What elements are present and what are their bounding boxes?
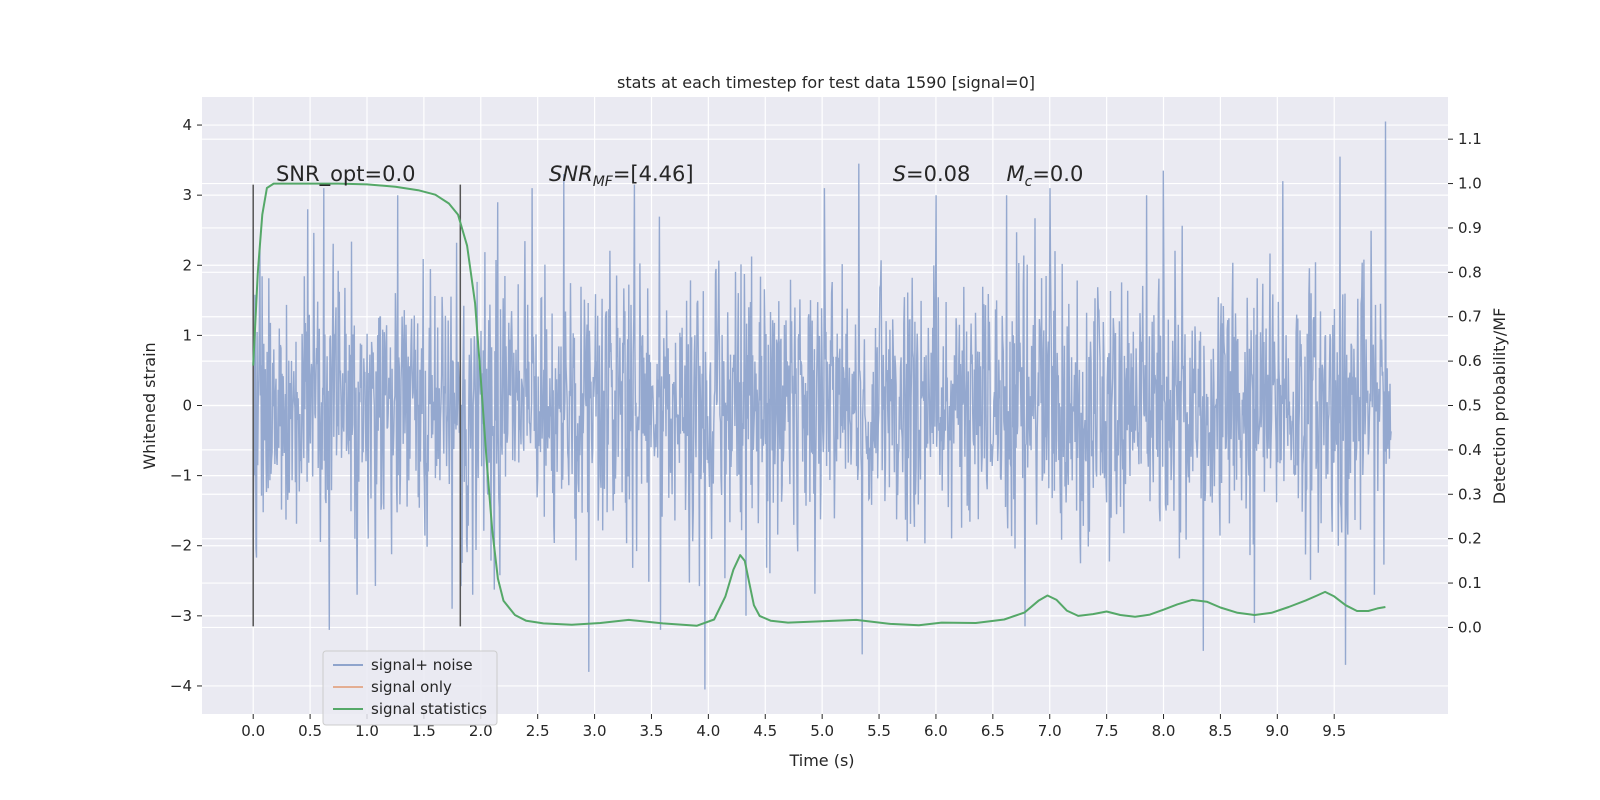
y-tick-label-3: 1 xyxy=(182,326,192,344)
annotation-snr-opt: SNR_opt=0.0 xyxy=(276,162,416,187)
y2-tick-label-1: 1.0 xyxy=(1458,175,1482,193)
y-tick-label-1: 3 xyxy=(182,186,192,204)
y2-tick-label-9: 0.2 xyxy=(1458,530,1482,548)
x-tick-label-4: 2.0 xyxy=(469,722,493,740)
y2-axis-ticks: 1.1 1.0 0.9 0.8 0.7 0.6 0.5 0.4 0.3 0.2 0.1 0.0 xyxy=(1448,130,1482,636)
y2-tick-label-3: 0.8 xyxy=(1458,263,1482,281)
y2-tick-label-0: 1.1 xyxy=(1458,130,1482,148)
y2-axis-label: Detection probability/MF xyxy=(1490,308,1509,505)
legend-label-0: signal+ noise xyxy=(371,656,473,674)
x-tick-label-2: 1.0 xyxy=(355,722,379,740)
annotation-s-value: S=0.08 xyxy=(893,162,971,186)
x-tick-label-15: 7.5 xyxy=(1095,722,1119,740)
x-tick-label-0: 0.0 xyxy=(241,722,265,740)
legend: signal+ noise signal only signal statistic… xyxy=(322,650,498,726)
y2-tick-label-2: 0.9 xyxy=(1458,219,1482,237)
y-tick-label-4: 0 xyxy=(182,397,192,415)
legend-label-2: signal statistics xyxy=(371,700,487,718)
legend-box xyxy=(322,650,498,726)
x-tick-label-5: 2.5 xyxy=(526,722,550,740)
y2-tick-label-4: 0.7 xyxy=(1458,308,1482,326)
y-axis-label: Whitened strain xyxy=(140,342,159,469)
x-tick-label-14: 7.0 xyxy=(1038,722,1062,740)
y-axis-ticks: 4 3 2 1 0 −1 −2 −3 −4 xyxy=(170,116,202,695)
x-tick-label-3: 1.5 xyxy=(412,722,436,740)
x-tick-label-7: 3.5 xyxy=(640,722,664,740)
y-tick-label-2: 2 xyxy=(182,256,192,274)
statistics-curve xyxy=(252,182,1386,627)
x-axis-label: Time (s) xyxy=(788,751,854,770)
y-tick-label-6: −2 xyxy=(170,537,192,555)
x-tick-label-9: 4.5 xyxy=(753,722,777,740)
x-tick-label-16: 8.0 xyxy=(1152,722,1176,740)
noise-trace xyxy=(252,121,1392,690)
x-axis-ticks: 0.0 0.5 1.0 1.5 2.0 2.5 3.0 3.5 4.0 4.5 5.0 5.5 6.0 6… xyxy=(241,714,1346,740)
annotation-mc-value: Mc=0.0 xyxy=(1006,162,1083,190)
annotation-snr-mf: SNRMF=[4.46] xyxy=(549,162,694,190)
x-tick-label-17: 8.5 xyxy=(1208,722,1232,740)
y2-tick-label-6: 0.5 xyxy=(1458,397,1482,415)
y2-tick-label-10: 0.1 xyxy=(1458,574,1482,592)
y2-tick-label-7: 0.4 xyxy=(1458,441,1482,459)
x-tick-label-12: 6.0 xyxy=(924,722,948,740)
x-tick-label-6: 3.0 xyxy=(583,722,607,740)
annotations: SNR_opt=0.0 SNRMF=[4.46] S=0.08 Mc=0.0 xyxy=(276,162,1083,190)
x-tick-label-18: 9.0 xyxy=(1265,722,1289,740)
x-tick-label-11: 5.5 xyxy=(867,722,891,740)
x-tick-label-1: 0.5 xyxy=(298,722,322,740)
chart-title: stats at each timestep for test data 159… xyxy=(617,73,1035,92)
y-tick-label-7: −3 xyxy=(170,607,192,625)
series-signal-noise xyxy=(252,121,1392,690)
x-tick-label-19: 9.5 xyxy=(1322,722,1346,740)
y2-tick-label-5: 0.6 xyxy=(1458,352,1482,370)
x-tick-label-13: 6.5 xyxy=(981,722,1005,740)
vertical-markers xyxy=(252,184,462,627)
y2-tick-label-11: 0.0 xyxy=(1458,618,1482,636)
y2-tick-label-8: 0.3 xyxy=(1458,485,1482,503)
y-tick-label-8: −4 xyxy=(170,677,192,695)
y-tick-label-0: 4 xyxy=(182,116,192,134)
x-tick-label-10: 5.0 xyxy=(810,722,834,740)
legend-label-1: signal only xyxy=(371,678,452,696)
x-tick-label-8: 4.0 xyxy=(696,722,720,740)
series-signal-statistics xyxy=(252,182,1386,627)
y-tick-label-5: −1 xyxy=(170,467,192,485)
